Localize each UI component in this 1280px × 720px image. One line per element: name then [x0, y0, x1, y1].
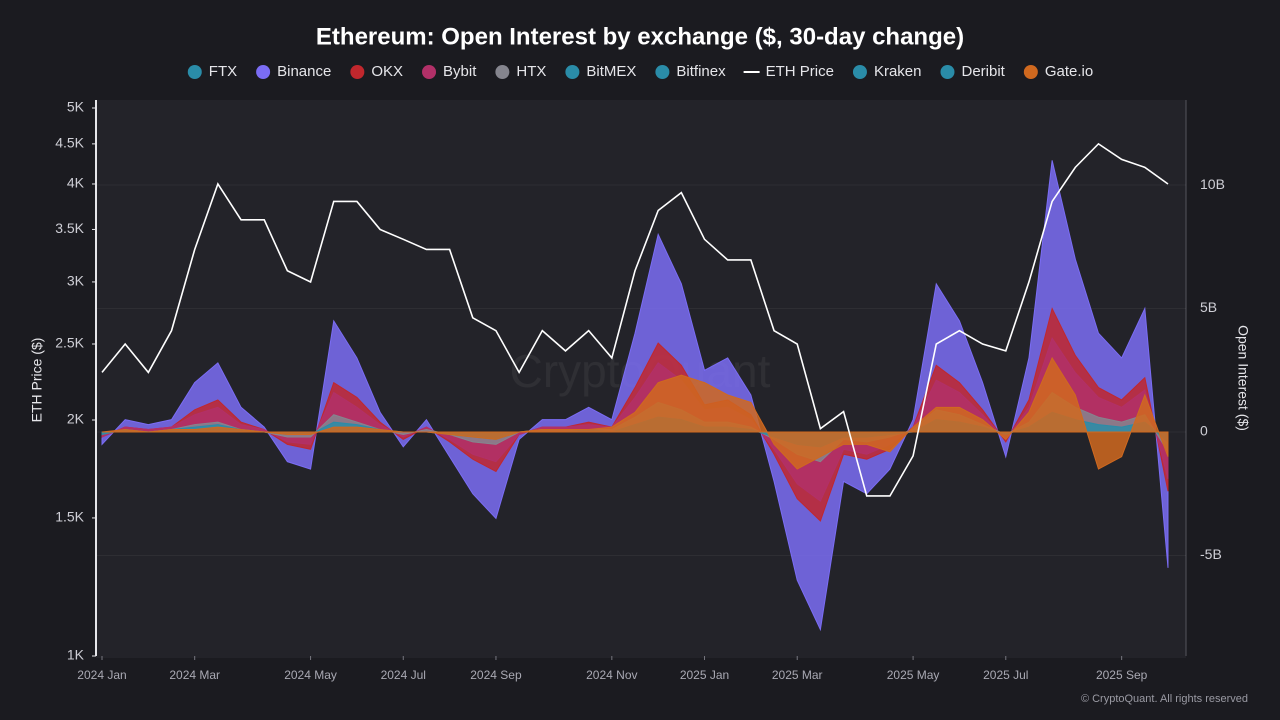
legend-item: OKX [350, 63, 403, 80]
chart-title: Ethereum: Open Interest by exchange ($, … [316, 23, 964, 50]
legend-marker [1023, 65, 1038, 79]
price-line [101, 142, 1169, 497]
x-tick-label: 2025 Jan [680, 668, 729, 682]
legend-item: ETH Price [743, 63, 834, 80]
legend-label: OKX [371, 63, 403, 80]
legend-label: BitMEX [586, 63, 636, 80]
legend-item: Binance [256, 63, 331, 80]
x-tick-label: 2025 Mar [772, 668, 823, 682]
legend-label: Gate.io [1045, 63, 1093, 80]
legend-marker [495, 65, 510, 79]
y-tick-label: 4K [67, 175, 85, 191]
y-tick-label: 5K [67, 99, 85, 115]
x-tick-label: 2024 Mar [169, 668, 220, 682]
legend-item: FTX [187, 63, 237, 80]
legend-label: Binance [277, 63, 331, 80]
legend-marker [655, 65, 670, 79]
y-tick-label: 1.5K [55, 509, 84, 525]
x-tick-label: 2024 Sep [470, 668, 522, 682]
x-tick-label: 2024 May [284, 668, 337, 682]
area [101, 356, 1169, 470]
y2-axis-label: Open Interest ($) [1235, 325, 1251, 431]
y2-tick-label: 0 [1200, 423, 1208, 439]
x-tick-label: 2024 Jul [381, 668, 426, 682]
y2-tick-label: -5B [1200, 546, 1222, 562]
y-tick-label: 4.5K [55, 135, 84, 151]
y2-tick-label: 10B [1200, 176, 1225, 192]
legend-marker [422, 65, 437, 79]
legend-label: Kraken [874, 63, 922, 80]
y-tick-label: 3.5K [55, 220, 84, 236]
legend-label: HTX [516, 63, 546, 80]
y-tick-label: 2K [67, 411, 85, 427]
footer: © CryptoQuant. All rights reserved [1081, 693, 1248, 705]
legend: FTX Binance OKX Bybit HTX BitMEX Bitfinex ETH P… [187, 63, 1093, 80]
legend-marker [256, 65, 271, 79]
x-tick-label: 2024 Jan [77, 668, 126, 682]
y2-tick-label: 5B [1200, 299, 1217, 315]
legend-item: Deribit [940, 63, 1006, 80]
legend-item: Gate.io [1023, 63, 1093, 80]
legend-label: Bybit [443, 63, 477, 80]
legend-label: ETH Price [766, 63, 834, 80]
legend-label: Deribit [961, 63, 1005, 80]
legend-item: HTX [495, 63, 546, 80]
y-axis-label: ETH Price ($) [29, 338, 45, 423]
legend-marker [852, 65, 867, 79]
x-tick-label: 2024 Nov [586, 668, 637, 682]
x-tick-label: 2025 Sep [1096, 668, 1148, 682]
legend-item: Bybit [422, 63, 477, 80]
legend-marker [565, 65, 580, 79]
legend-label: FTX [209, 63, 237, 80]
y-tick-label: 1K [67, 647, 85, 663]
y-tick-label: 2.5K [55, 335, 84, 351]
legend-marker [940, 65, 955, 79]
legend-item: Bitfinex [655, 63, 726, 80]
x-tick-label: 2025 Jul [983, 668, 1028, 682]
legend-marker [187, 65, 202, 79]
legend-label: Bitfinex [676, 63, 726, 80]
x-tick-label: 2025 May [887, 668, 940, 682]
legend-item: BitMEX [565, 63, 636, 80]
y-tick-label: 3K [67, 273, 85, 289]
legend-marker [350, 65, 365, 79]
legend-item: Kraken [852, 63, 922, 80]
